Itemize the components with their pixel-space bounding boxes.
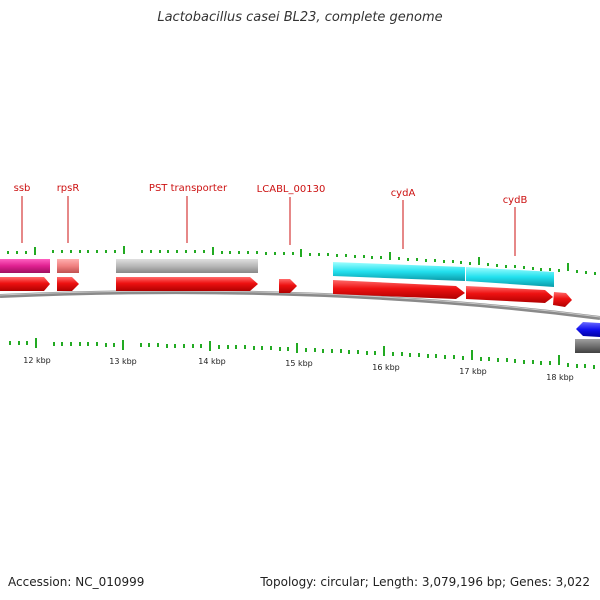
- genome-backbone-highlight: [0, 290, 600, 318]
- cds-arrow-reverse-blue[interactable]: [576, 322, 600, 337]
- genome-summary-text: Topology: circular; Length: 3,079,196 bp…: [260, 575, 590, 589]
- lower-minor-ticks: [9, 341, 595, 369]
- gene-label-cydA[interactable]: cydA: [391, 188, 416, 199]
- kbp-label: 12 kbp: [23, 356, 51, 365]
- lower-ticks: [35, 338, 560, 365]
- kbp-label: 15 kbp: [285, 359, 313, 368]
- gene-ssb-cog-feature[interactable]: [0, 259, 50, 273]
- kbp-label: 14 kbp: [198, 357, 226, 366]
- cds-arrow-pst[interactable]: [116, 277, 258, 291]
- cds-arrow-next[interactable]: [553, 292, 572, 307]
- gene-label-ssb[interactable]: ssb: [14, 183, 31, 194]
- cds-arrow-rpsR[interactable]: [57, 277, 79, 291]
- reverse-feature-gray[interactable]: [575, 339, 600, 353]
- kbp-label: 16 kbp: [372, 363, 400, 372]
- cds-arrow-cydB[interactable]: [466, 286, 553, 303]
- genome-title: Lactobacillus casei BL23, complete genom…: [157, 10, 443, 25]
- gene-cydB-cog-feature[interactable]: [466, 267, 554, 287]
- gene-label-rpsR[interactable]: rpsR: [57, 183, 80, 194]
- upper-minor-ticks: [7, 250, 596, 275]
- gene-label-cydB[interactable]: cydB: [503, 195, 528, 206]
- gene-label-pst-transporter[interactable]: PST transporter: [149, 183, 228, 194]
- cds-arrow-ssb[interactable]: [0, 277, 50, 291]
- gene-label-lcabl-00130[interactable]: LCABL_00130: [257, 184, 326, 195]
- gene-label-leaders: [21, 196, 516, 256]
- cds-arrow-lcabl[interactable]: [279, 279, 297, 293]
- upper-ticks: [34, 246, 569, 271]
- kbp-label: 18 kbp: [546, 373, 574, 382]
- gene-cydA-cog-feature[interactable]: [333, 262, 465, 281]
- gene-pst-cog-feature[interactable]: [116, 259, 258, 273]
- gene-rpsR-cog-feature[interactable]: [57, 259, 79, 273]
- accession-text: Accession: NC_010999: [8, 575, 145, 589]
- genome-backbone: [0, 290, 600, 320]
- cds-arrow-cydA[interactable]: [333, 280, 465, 299]
- kbp-label: 13 kbp: [109, 357, 137, 366]
- kbp-label: 17 kbp: [459, 367, 487, 376]
